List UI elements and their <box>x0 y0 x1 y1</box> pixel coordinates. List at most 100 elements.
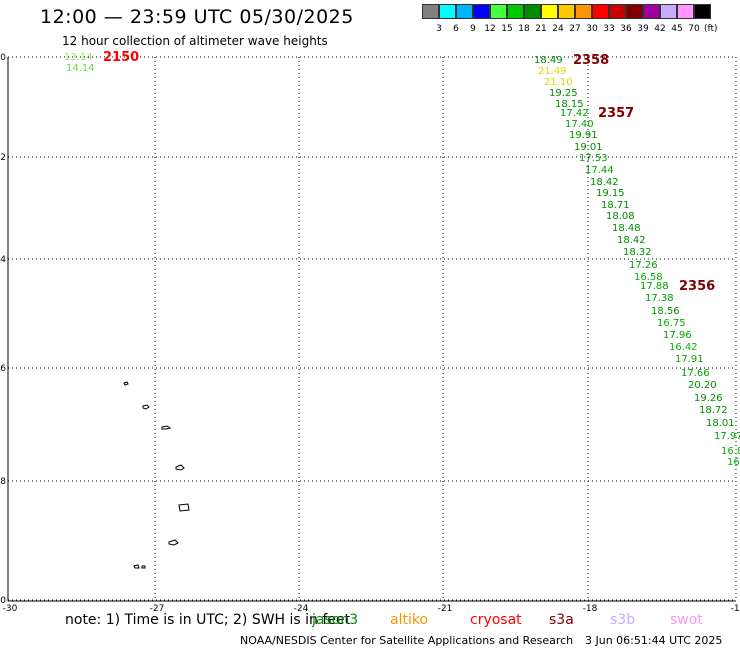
scale-label: 45 <box>671 24 683 34</box>
latitude-label: -58 <box>0 477 6 487</box>
scale-swatch <box>677 4 694 19</box>
scale-label: 6 <box>453 24 459 34</box>
scale-label: 70 <box>688 24 700 34</box>
satellite-legend-cryosat: cryosat <box>470 612 522 628</box>
latitude-label: -52 <box>0 153 6 163</box>
scale-swatch <box>660 4 677 19</box>
scale-swatch <box>473 4 490 19</box>
wave-height-value: 18.32 <box>623 247 652 258</box>
island-outline <box>141 565 146 569</box>
wave-height-value: 18.01 <box>706 418 735 429</box>
scale-label: 3 <box>436 24 442 34</box>
scale-swatch <box>626 4 643 19</box>
pass-time-label: 2150 <box>103 50 139 65</box>
scale-label: 9 <box>470 24 476 34</box>
satellite-legend-s3b: s3b <box>610 612 636 628</box>
wave-height-value: 18.42 <box>590 177 619 188</box>
wave-height-value: 17.96 <box>663 330 692 341</box>
island-outline <box>175 464 185 471</box>
wave-height-value: 18.49 <box>534 55 563 66</box>
scale-label: 21 <box>535 24 547 34</box>
pass-time-label: 2358 <box>573 53 609 68</box>
satellite-legend-altiko: altiko <box>390 612 429 628</box>
wave-height-value: 16.42 <box>669 342 698 353</box>
wave-height-value: 18.56 <box>651 306 680 317</box>
pass-time-label: 2357 <box>598 106 634 121</box>
scale-label: 30 <box>586 24 598 34</box>
latitude-label: -56 <box>0 364 6 374</box>
scale-swatch <box>439 4 456 19</box>
wave-height-value: 17.38 <box>645 293 674 304</box>
wave-height-value: 18.08 <box>606 211 635 222</box>
scale-swatch <box>456 4 473 19</box>
wave-height-value: 18.71 <box>601 200 630 211</box>
satellite-legend-s3a: s3a <box>549 612 574 628</box>
wave-height-value: 18.15 <box>555 99 584 110</box>
scale-swatch <box>558 4 575 19</box>
wave-height-value: 19.91 <box>569 130 598 141</box>
wave-height-color-scale: 3 6 9 12 15 18 21 24 27 30 33 36 39 42 45 70 (ft) <box>422 4 718 34</box>
scale-label: 15 <box>501 24 513 34</box>
wave-height-value: 16.58 <box>634 272 663 283</box>
island-outline <box>168 539 179 546</box>
latitude-label: -54 <box>0 255 6 265</box>
latitude-label: -50 <box>0 53 6 63</box>
footnote: note: 1) Time is in UTC; 2) SWH is in fe… <box>65 612 351 628</box>
scale-label: 18 <box>518 24 530 34</box>
wave-height-value: 16.75 <box>657 318 686 329</box>
scale-swatch <box>524 4 541 19</box>
wave-height-value: 19.25 <box>549 88 578 99</box>
longitude-label: -24 <box>294 604 309 614</box>
scale-label: 24 <box>552 24 564 34</box>
generation-timestamp: 3 Jun 06:51:44 UTC 2025 <box>585 634 723 647</box>
scale-swatch <box>507 4 524 19</box>
scale-label: 27 <box>569 24 581 34</box>
satellite-legend-jason3: jason3 <box>312 612 359 628</box>
satellite-legend-swot: swot <box>670 612 703 628</box>
wave-height-value: 18.72 <box>699 405 728 416</box>
wave-height-value: 17.66 <box>681 368 710 379</box>
wave-height-value: 16.8 <box>721 446 740 457</box>
island-outline <box>123 381 129 386</box>
scale-swatch <box>592 4 609 19</box>
scale-label: 36 <box>620 24 632 34</box>
scale-swatch <box>575 4 592 19</box>
wave-height-value: 17.40 <box>565 119 594 130</box>
wave-height-value: 17.42 <box>560 108 589 119</box>
island-outline <box>133 564 140 569</box>
scale-swatch <box>643 4 660 19</box>
wave-height-value: 17.26 <box>629 260 658 271</box>
wave-height-value: 13.14 <box>64 52 93 63</box>
pass-time-label: 2356 <box>679 279 715 294</box>
island-outline <box>178 503 190 512</box>
wave-height-value: 21.10 <box>544 77 573 88</box>
wave-height-value: 18.48 <box>612 223 641 234</box>
map-title: 12:00 — 23:59 UTC 05/30/2025 <box>40 6 354 28</box>
longitude-label: -18 <box>583 604 598 614</box>
scale-unit: (ft) <box>704 24 718 34</box>
wave-height-value: 17.91 <box>675 354 704 365</box>
longitude-label: -30 <box>3 604 18 614</box>
map-subtitle: 12 hour collection of altimeter wave hei… <box>62 34 328 48</box>
wave-height-value: 17.97 <box>714 431 740 442</box>
scale-label: 12 <box>484 24 496 34</box>
credit-line: NOAA/NESDIS Center for Satellite Applica… <box>240 634 574 647</box>
scale-label: 39 <box>637 24 649 34</box>
wave-height-value: 17.53 <box>579 153 608 164</box>
wave-height-value: 19.15 <box>596 188 625 199</box>
scale-swatch <box>422 4 439 19</box>
wave-height-value: 14.14 <box>66 63 95 74</box>
wave-height-value: 19.01 <box>574 142 603 153</box>
scale-swatch <box>694 4 711 19</box>
longitude-label: -27 <box>150 604 165 614</box>
wave-height-value: 16 <box>727 457 740 468</box>
scale-label: 42 <box>654 24 666 34</box>
island-outline <box>142 404 150 410</box>
longitude-label: -15 <box>731 604 740 614</box>
wave-height-value: 21.49 <box>538 66 567 77</box>
wave-height-value: 18.42 <box>617 235 646 246</box>
longitude-label: -21 <box>438 604 453 614</box>
scale-swatch <box>490 4 507 19</box>
scale-swatch <box>609 4 626 19</box>
